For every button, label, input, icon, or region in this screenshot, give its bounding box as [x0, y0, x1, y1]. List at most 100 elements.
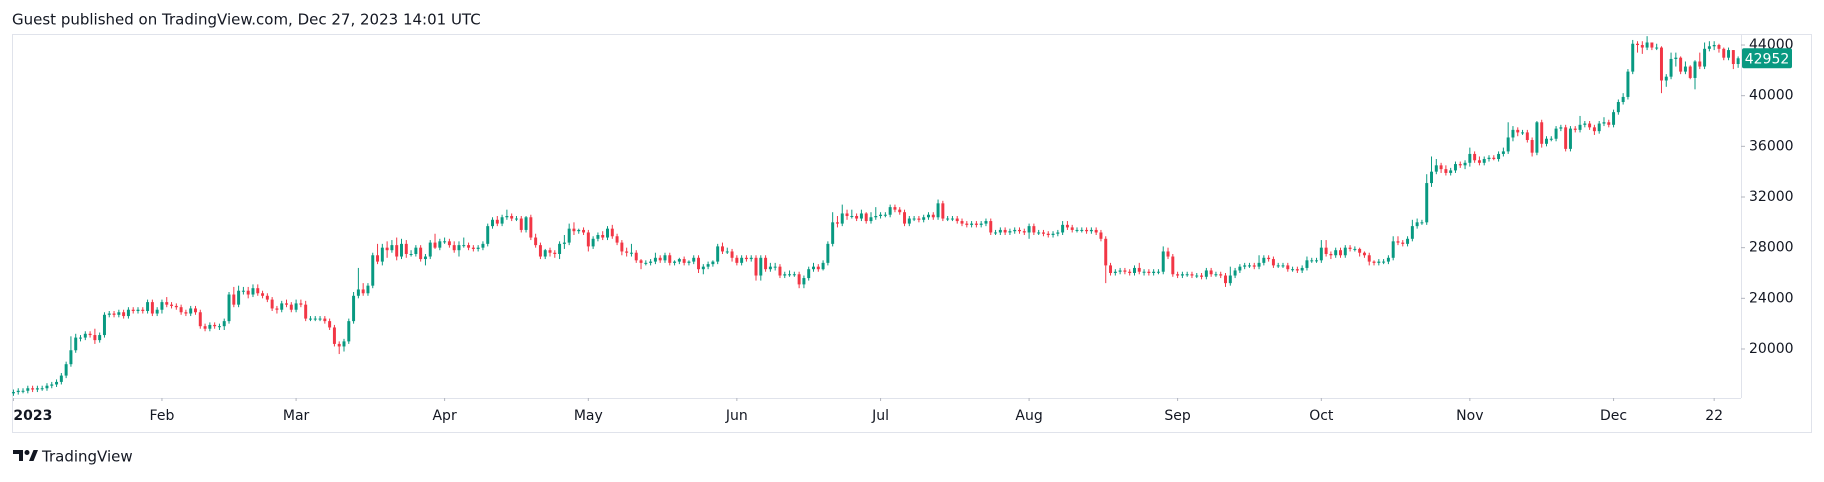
candle-body [217, 326, 221, 328]
candle-body [1731, 50, 1735, 65]
candle-body [960, 221, 964, 224]
candle-body [883, 214, 887, 216]
candle-body [447, 241, 451, 246]
candle-body [83, 333, 87, 338]
candle-body [1425, 183, 1429, 223]
candle-body [136, 309, 140, 311]
candle-body [1041, 232, 1045, 234]
candle-body [1640, 45, 1644, 48]
candle-body [510, 216, 514, 219]
candle-body [1262, 257, 1266, 263]
candle-body [639, 260, 643, 263]
candle-body [792, 274, 796, 276]
candle-body [601, 234, 605, 238]
candle-body [246, 290, 250, 295]
candle-body [1061, 224, 1065, 233]
candle-body [802, 278, 806, 285]
candle-body [323, 318, 327, 322]
candle-body [797, 274, 801, 285]
candle-body [1487, 157, 1491, 160]
x-tick-label: Feb [150, 408, 175, 424]
candle-body [1516, 129, 1520, 133]
candle-body [1353, 248, 1357, 250]
candle-body [701, 266, 705, 270]
candle-body [35, 388, 39, 390]
candle-body [1166, 251, 1170, 257]
candle-body [227, 294, 231, 322]
candle-body [1224, 275, 1227, 284]
candle-body [45, 385, 49, 389]
candle-body [749, 257, 753, 260]
candle-body [1401, 242, 1405, 244]
candle-body [1545, 138, 1548, 144]
candle-body [716, 246, 720, 262]
candle-body [1621, 96, 1625, 103]
candle-body [1180, 274, 1184, 276]
candle-body [1319, 247, 1323, 261]
candle-body [936, 203, 940, 218]
candle-body [74, 337, 78, 351]
candle-body [328, 321, 332, 328]
candle-body [1683, 66, 1687, 72]
candle-body [955, 218, 959, 222]
candle-body [1482, 159, 1486, 163]
candle-body [778, 266, 782, 276]
candle-body [1420, 222, 1424, 224]
candle-body [1592, 127, 1596, 132]
candle-body [1473, 153, 1477, 161]
candle-body [1597, 123, 1601, 132]
candle-body [984, 221, 988, 224]
candle-body [1717, 45, 1721, 49]
candle-body [1190, 274, 1194, 276]
candle-body [1391, 241, 1395, 258]
candle-body [898, 209, 902, 213]
candle-body [1367, 255, 1371, 262]
candle-body [1339, 250, 1342, 256]
candle-body [126, 309, 130, 317]
candle-body [289, 304, 293, 310]
candle-body [524, 217, 528, 230]
candle-body [840, 213, 844, 224]
candle-body [1549, 138, 1553, 140]
candle-body [117, 312, 121, 315]
candle-body [31, 388, 35, 390]
candle-body [907, 218, 911, 224]
candle-body [433, 242, 437, 248]
candle-body [1310, 260, 1314, 262]
candle-body [1295, 269, 1299, 271]
candle-body [452, 245, 456, 251]
candle-body [1382, 261, 1386, 263]
candle-body [98, 335, 102, 341]
candle-body [112, 313, 116, 315]
candle-body [1525, 132, 1529, 141]
candle-body [1204, 270, 1208, 277]
candle-body [946, 218, 950, 220]
candle-body [1137, 267, 1141, 272]
candle-body [1477, 160, 1481, 163]
candle-body [1171, 256, 1175, 275]
candle-body [1132, 267, 1136, 273]
candle-body [237, 290, 241, 305]
candle-body [1094, 229, 1098, 233]
candle-body [682, 259, 686, 263]
candle-body [1386, 257, 1390, 262]
y-tick-label: 40000 [1749, 88, 1794, 104]
candle-body [941, 203, 945, 219]
candle-body [222, 321, 226, 327]
candle-body [1631, 43, 1635, 72]
candle-body [342, 341, 346, 347]
candle-body [950, 218, 954, 220]
candle-body [1271, 259, 1275, 266]
candle-body [1209, 270, 1213, 275]
candle-body [467, 245, 471, 248]
candle-body [505, 216, 509, 218]
candle-body [213, 324, 217, 327]
candle-body [423, 256, 427, 260]
candle-body [859, 213, 863, 219]
candle-body [658, 257, 662, 261]
candle-body [313, 318, 317, 320]
candle-body [1712, 45, 1716, 47]
y-tick-label: 20000 [1749, 341, 1794, 357]
candle-body [40, 388, 44, 390]
candle-body [203, 326, 207, 329]
